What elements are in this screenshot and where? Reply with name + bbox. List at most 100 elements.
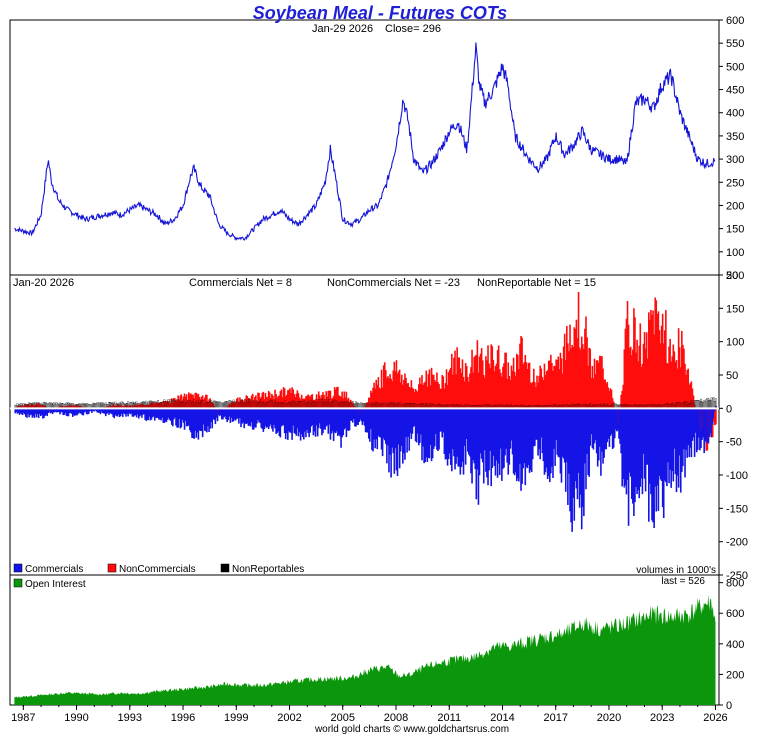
noncommercials-bar (80, 406, 83, 409)
commercials-bar (683, 408, 685, 450)
noncommercials-bar (259, 398, 261, 409)
commercials-bar (636, 408, 638, 495)
commercials-bar (554, 408, 556, 466)
noncommercials-bar (304, 398, 306, 409)
commercials-bar (465, 408, 468, 439)
commercials-bar (17, 408, 20, 413)
noncommercials-bar (517, 355, 519, 409)
commercials-bar (403, 408, 405, 454)
commercials-bar (522, 408, 524, 469)
noncommercials-bar (126, 405, 128, 409)
noncommercials-bar (489, 368, 491, 409)
noncommercials-bar (576, 338, 579, 409)
noncommercials-bar (380, 369, 383, 409)
commercials-bar (168, 408, 171, 420)
commercials-bar (154, 408, 157, 418)
commercials-bar (339, 408, 341, 437)
noncommercials-bar (620, 394, 622, 409)
commercials-bar (575, 408, 578, 489)
noncommercials-bar (538, 375, 540, 409)
legend-swatch-nonreportables (220, 563, 230, 573)
noncommercials-bar (606, 382, 609, 409)
noncommercials-bar (591, 365, 594, 409)
legend-swatch-noncommercials (107, 563, 117, 573)
commercials-bar (426, 408, 429, 462)
commercials-bar (295, 408, 298, 436)
cot-y-tick-label: 200 (726, 270, 744, 282)
commercials-bar (692, 408, 695, 438)
noncommercials-bar (67, 405, 70, 409)
noncommercials-bar (585, 316, 587, 409)
noncommercials-bar (151, 403, 154, 409)
commercials-bar (422, 408, 424, 447)
commercials-bar (97, 408, 100, 413)
noncommercials-bar (289, 388, 291, 409)
noncommercials-bar (186, 399, 189, 409)
noncommercials-bar (303, 398, 305, 409)
commercials-bar (498, 408, 501, 476)
noncommercials-bar (671, 356, 674, 409)
noncommercials-bar (530, 383, 533, 409)
noncommercials-bar (495, 363, 498, 409)
noncommercials-bar (298, 397, 301, 409)
noncommercials-bar (402, 384, 404, 409)
commercials-bar (320, 408, 322, 429)
commercials-bar (610, 408, 613, 434)
noncommercials-bar (234, 402, 237, 409)
noncommercials-bar (64, 406, 67, 409)
commercials-bar (277, 408, 280, 432)
commercials-bar (288, 408, 290, 432)
commercials-bar (487, 408, 489, 486)
commercials-bar (454, 408, 456, 470)
noncommercials-bar (550, 354, 552, 409)
commercials-bar (427, 408, 430, 458)
commercials-bar (495, 408, 498, 461)
commercials-bar (333, 408, 336, 433)
commercials-bar (351, 408, 354, 423)
commercials-bar (475, 408, 478, 500)
noncommercials-bar (376, 384, 379, 409)
commercials-bar (185, 408, 188, 427)
commercials-bar (235, 408, 238, 419)
commercials-bar (376, 408, 379, 450)
commercials-bar (58, 408, 60, 413)
commercials-bar (437, 408, 439, 452)
commercials-bar (298, 408, 301, 433)
commercials-bar (193, 408, 195, 439)
commercials-bar (49, 408, 52, 414)
commercials-bar (165, 408, 168, 423)
commercials-bar (550, 408, 552, 474)
commercials-bar (229, 408, 232, 423)
commercials-bar (455, 408, 457, 464)
noncommercials-bar (238, 402, 240, 409)
commercials-bar (404, 408, 406, 460)
nonreportables-bar (708, 400, 711, 409)
commercials-bar (547, 408, 550, 477)
noncommercials-bar (609, 388, 612, 409)
commercials-bar (309, 408, 311, 433)
commercials-bar (477, 408, 480, 505)
cot-y-tick-label: 50 (726, 370, 738, 382)
commercials-bar (578, 408, 581, 508)
noncommercials-bar (437, 382, 439, 409)
noncommercials-bar (160, 402, 162, 409)
noncommercials-bar (408, 386, 411, 409)
noncommercials-bar (330, 398, 333, 409)
noncommercials-bar (20, 405, 23, 409)
noncommercials-bar (208, 399, 210, 409)
commercials-bar (63, 408, 66, 415)
commercials-bar (266, 408, 269, 427)
noncommercials-bar (604, 379, 606, 409)
noncommercials-bar (68, 405, 71, 409)
noncommercials-bar (202, 399, 205, 409)
noncommercials-bar (344, 397, 347, 409)
noncommercials-bar (181, 400, 184, 409)
axis-layer: 50100150200250300350400450500550600-250-… (11, 15, 748, 724)
commercials-bar (242, 408, 244, 423)
noncommercials-bar (207, 402, 209, 409)
noncommercials-bar (315, 394, 318, 409)
commercials-bar (157, 408, 159, 418)
noncommercials-bar (278, 395, 281, 409)
commercials-bar (700, 408, 702, 448)
noncommercials-bar (229, 404, 232, 409)
